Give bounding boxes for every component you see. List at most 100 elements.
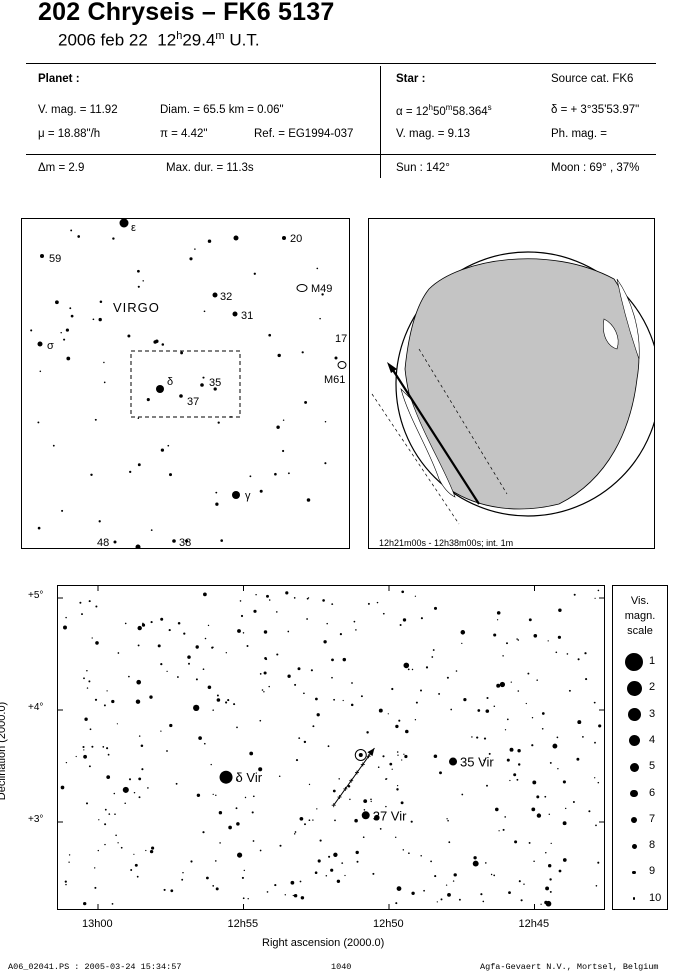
field-star [533, 860, 535, 862]
field-star [303, 692, 305, 695]
field-star [404, 754, 408, 759]
field-star [508, 891, 511, 895]
field-star [532, 780, 537, 785]
named-star-label: 37 Vir [373, 808, 407, 823]
main-chart-svg: δ Vir 35 Vir 37 Vir [58, 586, 604, 909]
field-star [128, 675, 130, 678]
field-star [445, 884, 448, 886]
field-star [60, 785, 65, 790]
field-star [310, 669, 313, 672]
finder-star [137, 463, 141, 467]
field-star [295, 759, 299, 762]
field-star [518, 880, 521, 883]
field-star [446, 676, 449, 679]
finder-star [92, 318, 95, 321]
y-axis-label: Declination (2000.0) [0, 701, 9, 801]
field-star [374, 814, 380, 821]
field-star [389, 762, 393, 766]
field-star [425, 666, 429, 669]
field-star [396, 886, 402, 891]
field-star [544, 900, 548, 905]
field-star [85, 802, 89, 805]
field-star [182, 871, 184, 874]
field-star [514, 840, 518, 844]
field-star [228, 825, 232, 830]
path-arrow-icon [387, 362, 397, 373]
finder-star [200, 383, 204, 387]
field-star [333, 852, 338, 857]
magnitude-label: 5 [649, 760, 656, 773]
field-star [398, 719, 401, 722]
target-star-dot [358, 753, 363, 758]
field-star [298, 737, 301, 739]
star-delta: δ = + 3°35'53.97" [551, 104, 640, 116]
field-star [160, 663, 163, 666]
field-star [566, 653, 569, 655]
galaxy-m61-icon [337, 361, 347, 369]
field-star [439, 771, 442, 775]
field-star [149, 849, 154, 854]
field-star [506, 718, 509, 721]
field-star [528, 841, 531, 844]
magnitude-row: 9 [613, 862, 667, 882]
field-star [477, 709, 481, 712]
finder-star [167, 444, 170, 447]
field-star [450, 708, 453, 711]
field-star [142, 622, 144, 625]
field-star [259, 719, 262, 722]
finder-star [70, 229, 73, 232]
magnitude-label: 2 [649, 681, 656, 694]
field-star [258, 767, 263, 772]
field-star [509, 779, 511, 782]
field-star [207, 624, 210, 627]
field-star [237, 629, 241, 633]
main-chart-ticks [58, 586, 604, 909]
field-star [366, 731, 369, 734]
magnitude-row: 8 [613, 836, 667, 856]
field-star [195, 678, 198, 681]
field-star [274, 884, 277, 887]
field-star [513, 773, 517, 777]
field-star [436, 901, 438, 903]
field-star [407, 668, 410, 671]
field-star [385, 805, 387, 808]
finder-star [40, 254, 44, 258]
magnitude-dot [631, 843, 637, 849]
field-star [504, 816, 507, 818]
magnitude-row: 1 [613, 652, 667, 672]
field-star [401, 759, 403, 761]
event-minutes: 29.4 [182, 30, 216, 50]
finder-star [112, 237, 115, 240]
named-star-dot [219, 770, 233, 784]
field-star [573, 593, 576, 596]
field-star [86, 669, 88, 672]
finder-star [232, 491, 240, 499]
field-star [572, 801, 575, 803]
finder-star [274, 472, 277, 476]
minutes-unit: m [215, 30, 225, 42]
field-star [236, 822, 240, 826]
field-star [438, 692, 441, 695]
field-star [64, 880, 67, 883]
field-star [402, 618, 407, 622]
field-star [196, 793, 201, 797]
field-star [135, 699, 141, 704]
field-star [558, 608, 562, 613]
footer-credit: Agfa-Gevaert N.V., Mortsel, Belgium [480, 962, 659, 972]
field-star [391, 768, 393, 770]
field-star [316, 713, 320, 717]
field-star [555, 651, 558, 654]
field-star [124, 802, 126, 805]
field-star [540, 903, 542, 905]
field-star [558, 869, 562, 873]
field-star [325, 874, 328, 877]
field-star [151, 846, 155, 850]
field-star [303, 740, 307, 744]
named-star-dot [361, 811, 370, 820]
field-star [531, 717, 534, 719]
field-star [396, 788, 399, 791]
field-star [557, 768, 559, 770]
field-star [493, 705, 496, 708]
field-star [252, 840, 255, 842]
magnitude-scale-panel: Vis. magn. scale 1 2 3 4 5 6 7 8 9 10 [612, 585, 668, 910]
